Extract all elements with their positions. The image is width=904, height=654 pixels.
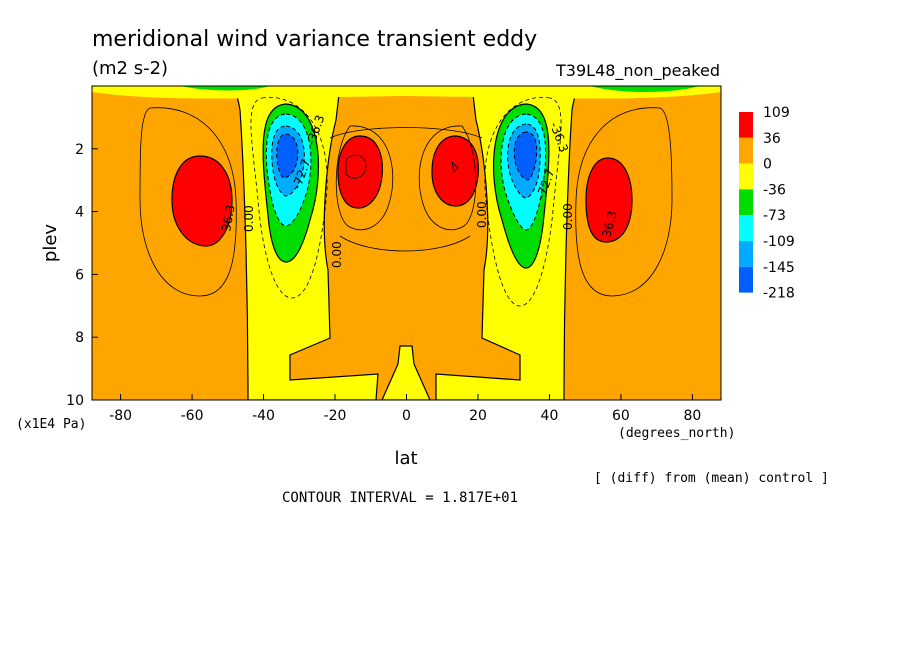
x-tick-label: 20	[469, 408, 487, 424]
field-yellow-center	[381, 345, 431, 400]
y-tick-label: 4	[75, 205, 84, 221]
colorbar-label: -36	[763, 182, 786, 198]
contour-central-band	[329, 127, 483, 139]
contour-label: 0.00	[242, 205, 256, 232]
contour-label: 0.00	[561, 203, 575, 230]
contour-central-bottom	[339, 235, 471, 252]
chart-title: meridional wind variance transient eddy	[92, 27, 537, 52]
colorbar-label: -145	[763, 260, 795, 276]
colorbar-label: 0	[763, 157, 772, 173]
y-unit-label: (x1E4 Pa)	[16, 417, 86, 432]
field-green-top-west	[180, 86, 270, 91]
jet-east-core	[513, 131, 538, 181]
run-label: T39L48_non_peaked	[555, 61, 720, 81]
x-tick-label: -20	[324, 408, 347, 424]
colorbar-swatch	[739, 189, 753, 216]
colorbar-label: -218	[763, 286, 795, 302]
contour-label: 0.00	[475, 201, 489, 228]
colorbar-label: 36	[763, 131, 781, 147]
x-tick-label: 0	[402, 408, 411, 424]
y-axis-label: plev	[40, 224, 61, 263]
x-axis-label: lat	[394, 448, 417, 469]
colorbar: 109 36 0 -36 -73 -109 -145 -218	[739, 105, 795, 302]
contour-label: 36.3	[599, 209, 619, 238]
contour-tropics-inner-n	[451, 160, 459, 173]
contour-field	[92, 86, 721, 400]
field-green-top-east	[590, 86, 700, 92]
x-tick-label: -60	[181, 408, 204, 424]
x-tick-label: -80	[109, 408, 132, 424]
contour-sh-outer	[139, 107, 237, 297]
x-tick-label: 80	[683, 408, 701, 424]
contour-tropics-outer-north	[418, 125, 477, 231]
units-label: (m2 s-2)	[92, 58, 168, 79]
x-tick-label: 60	[612, 408, 630, 424]
contour-neg-east-outer	[484, 96, 562, 307]
contour-neg-west-outer	[250, 96, 328, 299]
colorbar-swatch	[739, 215, 753, 241]
x-unit-label: (degrees_north)	[618, 426, 735, 441]
colorbar-label: -109	[763, 234, 795, 250]
contour-interval: CONTOUR INTERVAL = 1.817E+01	[282, 490, 518, 506]
diff-note: [ (diff) from (mean) control ]	[594, 471, 829, 486]
x-axis-ticks: -80 -60 -40 -20 0 20 40 60 80	[109, 394, 701, 424]
x-tick-label: -40	[252, 408, 275, 424]
contour-tropics-inner	[345, 154, 367, 179]
contour-label: 36.3	[219, 204, 237, 233]
colorbar-label: 109	[763, 105, 790, 121]
colorbar-swatch	[739, 137, 753, 164]
contour-label: 0.00	[330, 241, 344, 268]
colorbar-swatch	[739, 266, 753, 293]
colorbar-swatch	[739, 112, 753, 138]
y-axis-ticks: 2 4 6 8 10	[66, 142, 98, 409]
jet-west-core	[276, 133, 299, 179]
y-tick-label: 6	[75, 267, 84, 283]
x-tick-label: 40	[541, 408, 559, 424]
max-red-sh-subtropics	[171, 155, 233, 247]
colorbar-label: -73	[763, 208, 786, 224]
colorbar-swatch	[739, 241, 753, 267]
y-tick-label: 8	[75, 330, 84, 346]
y-tick-label: 10	[66, 393, 84, 409]
colorbar-swatch	[739, 163, 753, 190]
max-red-nh-subtropics	[585, 157, 633, 243]
max-red-tropics-south	[337, 135, 383, 209]
contour-nh-outer	[575, 107, 673, 297]
contour-tropics-outer-south	[335, 125, 394, 231]
y-tick-label: 2	[75, 142, 84, 158]
